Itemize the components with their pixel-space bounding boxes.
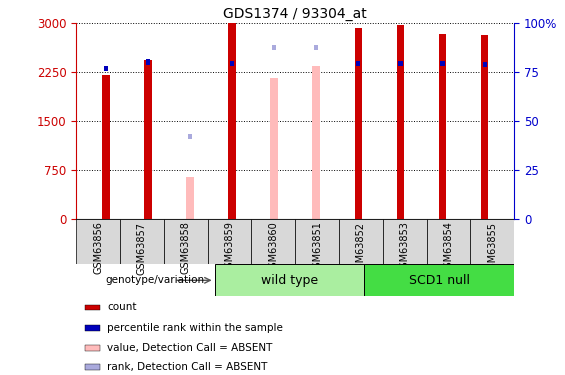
Bar (230, 60, 234, 66)
Bar (215, 264, 364, 296)
Text: GSM63851: GSM63851 (312, 222, 322, 274)
Bar (186, 177, 194, 219)
Bar (102, 75, 110, 219)
Text: GSM63859: GSM63859 (224, 222, 234, 274)
Bar (228, 23, 236, 219)
Bar (85, 325, 101, 331)
Bar (208, 219, 251, 264)
Bar (383, 219, 427, 264)
Text: GSM63860: GSM63860 (268, 222, 279, 274)
Text: GSM63852: GSM63852 (356, 222, 366, 274)
Bar (76, 219, 120, 264)
Text: GSM63857: GSM63857 (137, 222, 147, 274)
Text: genotype/variation: genotype/variation (105, 275, 204, 285)
Bar (481, 35, 489, 219)
Bar (439, 34, 446, 219)
Bar (85, 304, 101, 310)
Bar (188, 134, 192, 140)
Text: SCD1 null: SCD1 null (408, 274, 470, 287)
Bar (355, 28, 362, 219)
Bar (357, 61, 360, 66)
Bar (85, 345, 101, 351)
Text: GSM63854: GSM63854 (444, 222, 454, 274)
Bar (271, 78, 278, 219)
Bar (85, 364, 101, 370)
Text: GSM63855: GSM63855 (487, 222, 497, 274)
Bar (398, 61, 403, 66)
Bar (314, 45, 318, 50)
Bar (272, 45, 276, 50)
Bar (295, 219, 339, 264)
Text: count: count (107, 303, 136, 312)
Bar (164, 219, 208, 264)
Text: percentile rank within the sample: percentile rank within the sample (107, 323, 283, 333)
Bar (397, 25, 405, 219)
Text: rank, Detection Call = ABSENT: rank, Detection Call = ABSENT (107, 362, 267, 372)
Bar (103, 66, 108, 71)
Text: GSM63858: GSM63858 (181, 222, 191, 274)
Bar (483, 62, 487, 67)
Bar (471, 219, 514, 264)
Text: value, Detection Call = ABSENT: value, Detection Call = ABSENT (107, 344, 272, 353)
Bar (144, 60, 151, 219)
Text: GSM63856: GSM63856 (93, 222, 103, 274)
Bar (146, 59, 150, 64)
Bar (427, 219, 471, 264)
Bar (120, 219, 164, 264)
Text: wild type: wild type (261, 274, 318, 287)
Text: GSM63853: GSM63853 (399, 222, 410, 274)
Bar (441, 61, 445, 66)
Bar (339, 219, 383, 264)
Bar (312, 66, 320, 219)
Title: GDS1374 / 93304_at: GDS1374 / 93304_at (223, 8, 367, 21)
Bar (364, 264, 514, 296)
Bar (251, 219, 295, 264)
